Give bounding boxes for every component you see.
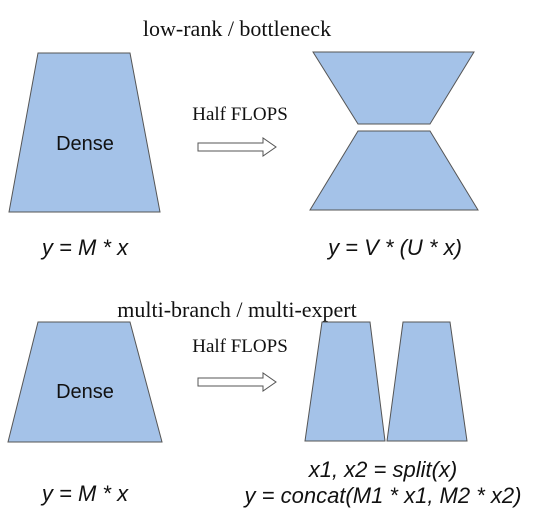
equation: y = V * (U * x) [326,235,462,260]
equation: x1, x2 = split(x) [308,457,458,482]
section-title: multi-branch / multi-expert [117,297,357,322]
equation: y = M * x [40,235,129,260]
arrow [197,372,277,392]
bottleneck-bottom [309,130,479,211]
equation: y = concat(M1 * x1, M2 * x2) [243,483,522,508]
section-title: low-rank / bottleneck [143,16,331,41]
dense-label: Dense [56,133,114,155]
arrow [197,137,277,157]
arrow-label: Half FLOPS [192,104,288,125]
dense-block [7,321,163,443]
branch [304,321,386,442]
dense-label: Dense [56,381,114,403]
bottleneck-top [312,51,475,125]
dense-block [8,52,161,213]
branch [386,321,468,442]
arrow-label: Half FLOPS [192,336,288,357]
equation: y = M * x [40,481,129,506]
